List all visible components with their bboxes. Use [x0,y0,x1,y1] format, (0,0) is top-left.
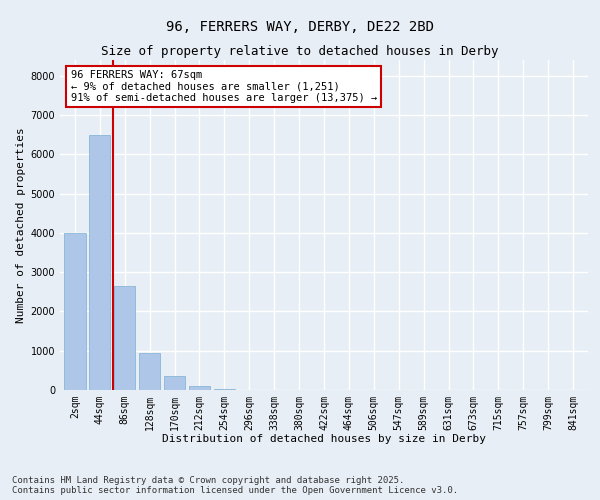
X-axis label: Distribution of detached houses by size in Derby: Distribution of detached houses by size … [162,434,486,444]
Bar [214,389,235,390]
Text: 96 FERRERS WAY: 67sqm
← 9% of detached houses are smaller (1,251)
91% of semi-de: 96 FERRERS WAY: 67sqm ← 9% of detached h… [71,70,377,103]
Text: Contains HM Land Registry data © Crown copyright and database right 2025.
Contai: Contains HM Land Registry data © Crown c… [12,476,458,495]
Bar [64,233,86,390]
Text: Size of property relative to detached houses in Derby: Size of property relative to detached ho… [101,45,499,58]
Bar [139,352,160,390]
Bar [189,386,210,390]
Y-axis label: Number of detached properties: Number of detached properties [16,127,26,323]
Text: 96, FERRERS WAY, DERBY, DE22 2BD: 96, FERRERS WAY, DERBY, DE22 2BD [166,20,434,34]
Bar [114,286,136,390]
Bar [89,134,110,390]
Bar [164,376,185,390]
